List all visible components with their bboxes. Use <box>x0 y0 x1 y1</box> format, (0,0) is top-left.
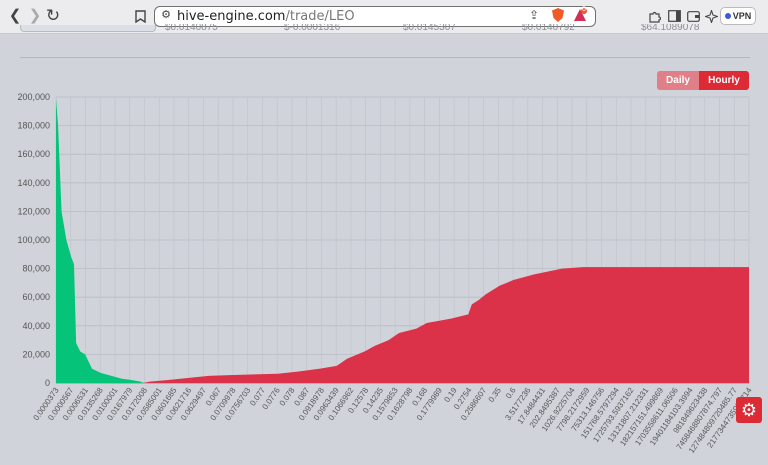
y-axis: 0 20,000 40,000 60,000 80,000 100,000 120,000 1… <box>17 92 50 388</box>
forward-icon[interactable]: ❯ <box>28 7 42 24</box>
y-tick-label: 20,000 <box>22 349 50 359</box>
y-tick-label: 180,000 <box>17 121 50 131</box>
divider <box>20 57 750 58</box>
wallet-icon[interactable] <box>684 7 702 25</box>
y-tick-label: 0 <box>45 378 50 388</box>
brave-shield-icon[interactable] <box>551 8 565 22</box>
site-settings-icon[interactable]: ⚙ <box>161 9 171 21</box>
chart-areas <box>56 98 749 384</box>
stat-high: $0.0145307 <box>403 24 456 33</box>
bookmark-icon[interactable] <box>131 7 149 25</box>
extensions-icon[interactable] <box>645 7 663 25</box>
stat-volume: $64.1089078 <box>641 24 700 33</box>
stat-low: $0.0140792 <box>522 24 575 33</box>
y-tick-label: 100,000 <box>17 235 50 245</box>
address-bar[interactable]: ⚙ hive-engine.com/trade/LEO ⇪ 6 <box>154 6 596 27</box>
market-select[interactable] <box>20 25 156 32</box>
vpn-icon <box>724 13 731 19</box>
brave-rewards-icon[interactable] <box>572 7 588 23</box>
x-tick-label: 0.35 <box>487 386 504 404</box>
hourly-button[interactable]: Hourly <box>699 71 749 90</box>
sidebar-icon[interactable] <box>665 7 683 25</box>
x-axis: 0.00003730.00005670.00065310.01352680.01… <box>32 386 754 455</box>
ask-depth-area <box>143 267 749 383</box>
y-tick-label: 80,000 <box>22 264 50 274</box>
rewards-badge: 6 <box>582 6 586 13</box>
back-icon[interactable]: ❮ <box>8 7 22 24</box>
vpn-button[interactable]: VPN <box>720 7 756 25</box>
leo-ai-icon[interactable] <box>702 7 720 25</box>
y-tick-label: 120,000 <box>17 206 50 216</box>
url-text[interactable]: hive-engine.com/trade/LEO <box>177 9 355 24</box>
vpn-label: VPN <box>732 11 752 21</box>
y-tick-label: 140,000 <box>17 178 50 188</box>
bid-depth-area <box>56 98 144 384</box>
daily-button[interactable]: Daily <box>657 71 699 90</box>
y-tick-label: 40,000 <box>22 321 50 331</box>
stat-last-price: $0.0140875 <box>165 24 218 33</box>
y-tick-label: 200,000 <box>17 92 50 102</box>
share-icon[interactable]: ⇪ <box>528 8 540 22</box>
gear-icon: ⚙ <box>740 399 758 420</box>
settings-gear-button[interactable]: ⚙ <box>736 397 762 423</box>
browser-toolbar: ❮ ❯ ↻ ⚙ hive-engine.com/trade/LEO ⇪ 6 VP… <box>0 0 768 34</box>
y-tick-label: 160,000 <box>17 149 50 159</box>
y-tick-label: 60,000 <box>22 292 50 302</box>
stat-change: $-0.0001316 <box>284 24 341 33</box>
reload-icon[interactable]: ↻ <box>45 6 61 25</box>
